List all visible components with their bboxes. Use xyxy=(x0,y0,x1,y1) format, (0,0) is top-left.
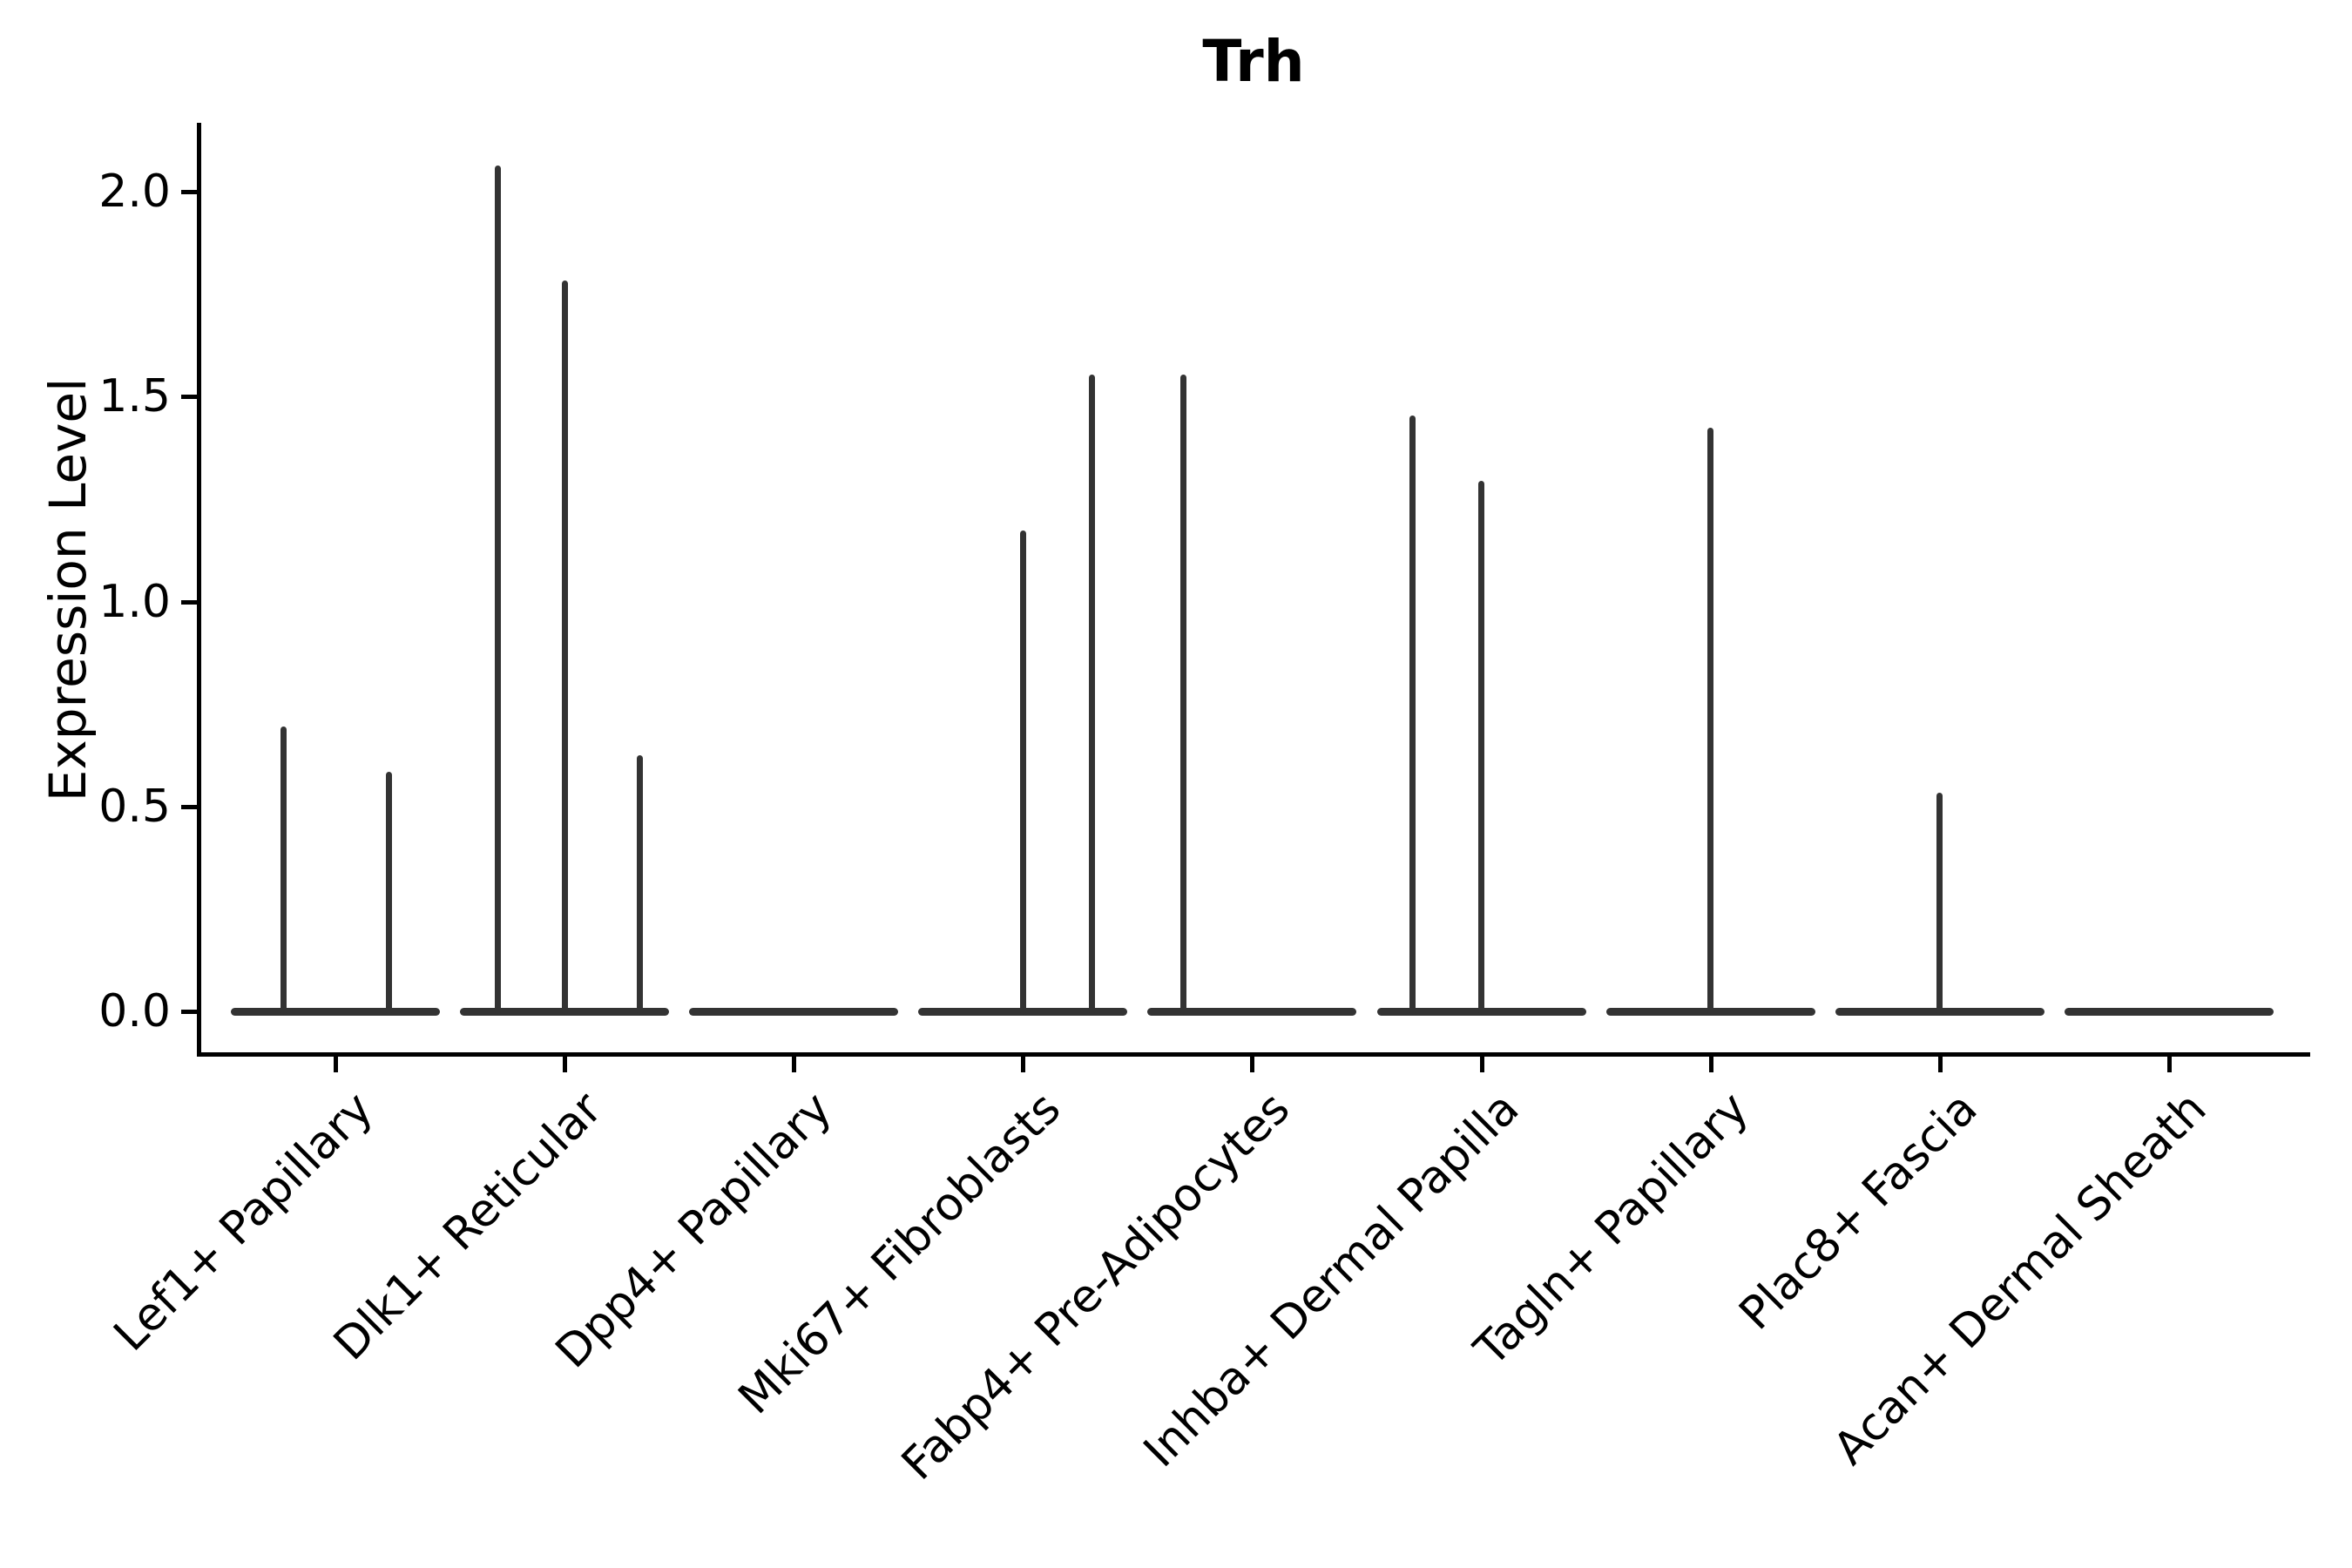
y-tick xyxy=(181,599,197,605)
violin-zero-line xyxy=(2064,1007,2274,1016)
y-tick-label: 0.0 xyxy=(98,985,171,1037)
y-tick-label: 1.0 xyxy=(98,575,171,628)
y-tick xyxy=(181,190,197,194)
x-tick xyxy=(1021,1057,1026,1072)
x-tick xyxy=(334,1057,338,1072)
x-tick xyxy=(563,1057,568,1072)
y-tick-label: 2.0 xyxy=(98,166,171,218)
x-tick xyxy=(1708,1057,1713,1072)
x-tick xyxy=(2166,1057,2172,1072)
expression-spike xyxy=(280,727,287,1015)
x-tick xyxy=(792,1057,797,1072)
violin-zero-line xyxy=(1147,1007,1357,1016)
expression-spike xyxy=(1179,374,1186,1015)
expression-spike xyxy=(561,280,568,1015)
x-tick xyxy=(1937,1057,1943,1072)
plot-title: Trh xyxy=(1202,28,1305,95)
y-tick xyxy=(181,804,197,809)
expression-spike xyxy=(637,755,643,1015)
x-tick xyxy=(1479,1057,1484,1072)
x-tick-label: Inhba+ Dermal Papilla xyxy=(1134,1082,1530,1478)
expression-spike xyxy=(1409,415,1416,1015)
violin-zero-line xyxy=(231,1007,440,1016)
expression-spike xyxy=(385,772,392,1015)
y-tick xyxy=(181,1010,197,1014)
y-tick xyxy=(181,395,197,400)
expression-spike xyxy=(494,165,501,1015)
violin-zero-line xyxy=(689,1007,899,1016)
x-tick xyxy=(1250,1057,1255,1072)
x-tick-label: Acan+ Dermal Sheath xyxy=(1824,1082,2217,1476)
expression-spike xyxy=(1019,530,1026,1015)
x-tick-label: Fabp4+ Pre-Adipocytes xyxy=(892,1082,1301,1490)
y-tick-label: 0.5 xyxy=(98,780,171,833)
expression-spike xyxy=(1089,374,1095,1015)
y-axis-spine xyxy=(197,123,201,1057)
expression-spike xyxy=(1936,792,1943,1015)
expression-spike xyxy=(1707,427,1714,1015)
expression-spike xyxy=(1478,481,1484,1015)
y-tick-label: 1.5 xyxy=(98,370,171,423)
x-tick-label: Plac8+ Fascia xyxy=(1729,1082,1988,1341)
x-axis-spine xyxy=(197,1052,2310,1057)
